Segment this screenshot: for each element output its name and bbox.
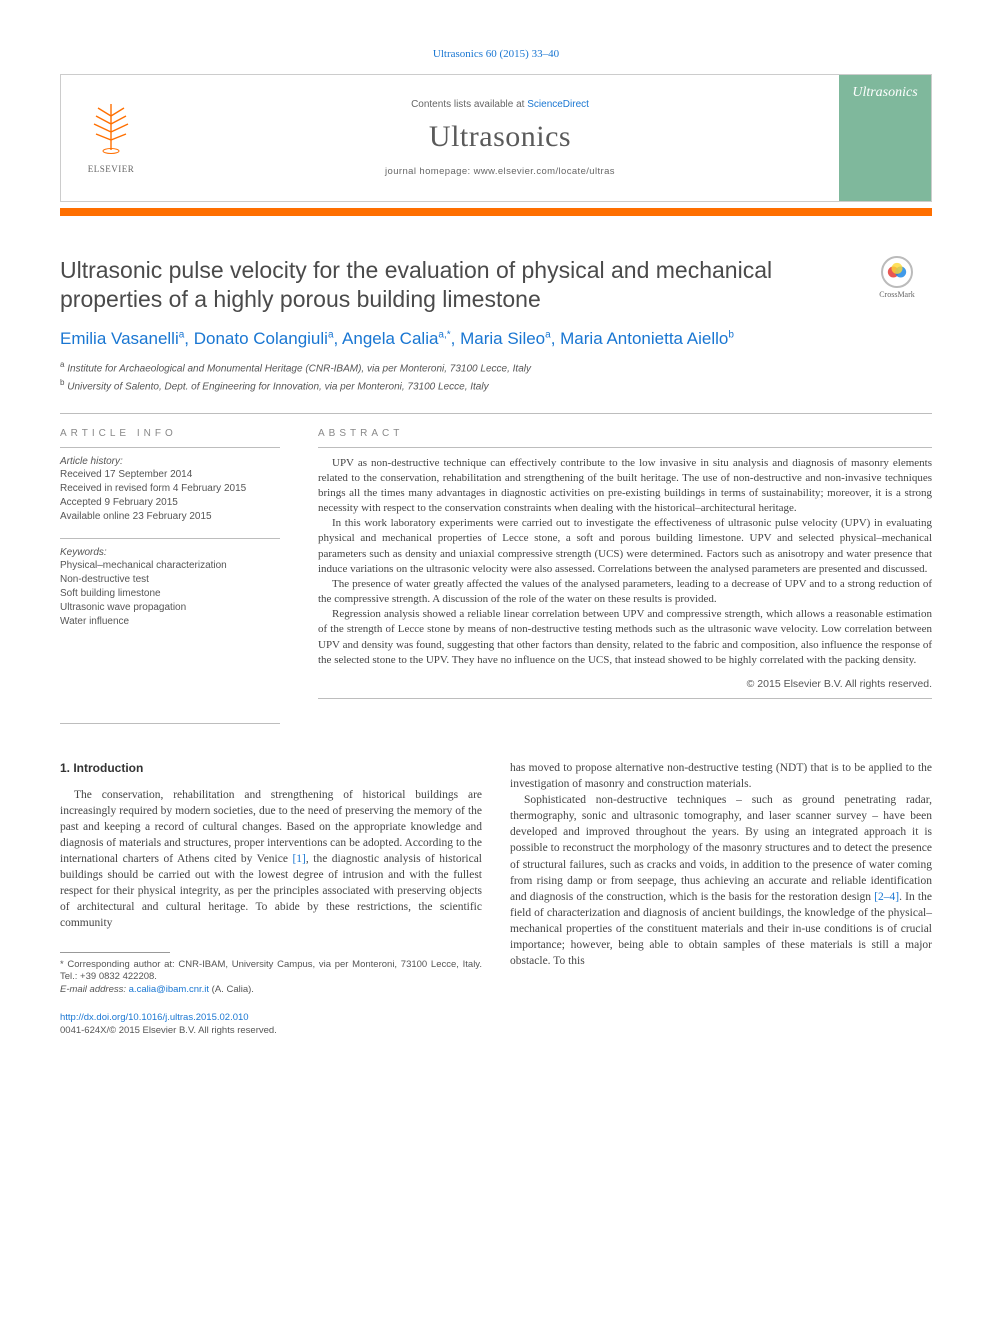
body-paragraph: Sophisticated non-destructive techniques…	[510, 792, 932, 969]
affiliations: a Institute for Archaeological and Monum…	[60, 359, 932, 395]
divider	[60, 413, 932, 414]
abstract-para: UPV as non-destructive technique can eff…	[318, 456, 932, 517]
affil-text: University of Salento, Dept. of Engineer…	[67, 381, 488, 392]
page-footer: http://dx.doi.org/10.1016/j.ultras.2015.…	[60, 1011, 482, 1038]
corresponding-email-link[interactable]: a.calia@ibam.cnr.it	[129, 984, 209, 995]
crossmark-label: CrossMark	[879, 290, 915, 299]
info-divider	[60, 538, 280, 539]
keyword: Ultrasonic wave propagation	[60, 601, 280, 615]
contents-available-line: Contents lists available at ScienceDirec…	[411, 99, 589, 110]
abstract-copyright: © 2015 Elsevier B.V. All rights reserved…	[318, 678, 932, 690]
keyword: Soft building limestone	[60, 587, 280, 601]
authors-line: Emilia Vasanellia, Donato Colangiulia, A…	[60, 329, 932, 349]
article-title: Ultrasonic pulse velocity for the evalua…	[60, 256, 846, 315]
left-body-column: 1. Introduction The conservation, rehabi…	[60, 760, 482, 1038]
history-label: Article history:	[60, 456, 280, 467]
contents-prefix: Contents lists available at	[411, 99, 527, 110]
info-divider	[60, 447, 280, 448]
info-bottom-divider	[60, 723, 280, 724]
email-label: E-mail address:	[60, 984, 129, 995]
abstract-heading: ABSTRACT	[318, 428, 932, 439]
keywords-label: Keywords:	[60, 547, 280, 558]
email-note: E-mail address: a.calia@ibam.cnr.it (A. …	[60, 984, 482, 997]
crossmark-badge[interactable]: CrossMark	[862, 256, 932, 299]
header-accent-bar	[60, 208, 932, 216]
header-center: Contents lists available at ScienceDirec…	[161, 75, 839, 201]
affiliation-a: a Institute for Archaeological and Monum…	[60, 359, 932, 377]
body-paragraph: has moved to propose alternative non-des…	[510, 760, 932, 792]
affil-text: Institute for Archaeological and Monumen…	[67, 363, 531, 374]
doi-link[interactable]: http://dx.doi.org/10.1016/j.ultras.2015.…	[60, 1012, 249, 1023]
abstract-divider	[318, 447, 932, 448]
article-history-block: Article history: Received 17 September 2…	[60, 456, 280, 524]
section-heading: 1. Introduction	[60, 760, 482, 777]
affiliation-b: b University of Salento, Dept. of Engine…	[60, 377, 932, 395]
history-line: Available online 23 February 2015	[60, 510, 280, 524]
history-line: Accepted 9 February 2015	[60, 496, 280, 510]
email-suffix: (A. Calia).	[209, 984, 254, 995]
elsevier-tree-icon	[88, 102, 134, 162]
abstract-para: The presence of water greatly affected t…	[318, 577, 932, 607]
crossmark-icon	[881, 256, 913, 288]
affil-sup: b	[60, 378, 64, 387]
publisher-name: ELSEVIER	[88, 164, 135, 174]
keyword: Non-destructive test	[60, 573, 280, 587]
footer-copyright: 0041-624X/© 2015 Elsevier B.V. All right…	[60, 1024, 482, 1037]
journal-reference: Ultrasonics 60 (2015) 33–40	[60, 48, 932, 60]
body-paragraph: The conservation, rehabilitation and str…	[60, 787, 482, 932]
journal-homepage: journal homepage: www.elsevier.com/locat…	[385, 166, 615, 177]
abstract-text: UPV as non-destructive technique can eff…	[318, 456, 932, 668]
sciencedirect-link[interactable]: ScienceDirect	[527, 99, 589, 110]
journal-header: ELSEVIER Contents lists available at Sci…	[60, 74, 932, 202]
history-line: Received in revised form 4 February 2015	[60, 482, 280, 496]
article-info-column: ARTICLE INFO Article history: Received 1…	[60, 428, 280, 699]
article-info-heading: ARTICLE INFO	[60, 428, 280, 439]
journal-name: Ultrasonics	[429, 120, 571, 154]
cover-title: Ultrasonics	[852, 85, 917, 101]
publisher-logo-area: ELSEVIER	[61, 75, 161, 201]
keyword: Physical–mechanical characterization	[60, 559, 280, 573]
divider	[318, 698, 932, 699]
keywords-block: Keywords: Physical–mechanical characteri…	[60, 547, 280, 629]
journal-cover-thumb: Ultrasonics	[839, 75, 931, 201]
elsevier-logo[interactable]: ELSEVIER	[76, 98, 146, 178]
abstract-para: Regression analysis showed a reliable li…	[318, 607, 932, 668]
footnote-separator	[60, 952, 170, 953]
corresponding-author-note: * Corresponding author at: CNR-IBAM, Uni…	[60, 959, 482, 985]
abstract-column: ABSTRACT UPV as non-destructive techniqu…	[318, 428, 932, 699]
affil-sup: a	[60, 360, 64, 369]
body-two-column: 1. Introduction The conservation, rehabi…	[60, 760, 932, 1038]
abstract-para: In this work laboratory experiments were…	[318, 516, 932, 577]
right-body-column: has moved to propose alternative non-des…	[510, 760, 932, 1038]
keyword: Water influence	[60, 615, 280, 629]
history-line: Received 17 September 2014	[60, 468, 280, 482]
